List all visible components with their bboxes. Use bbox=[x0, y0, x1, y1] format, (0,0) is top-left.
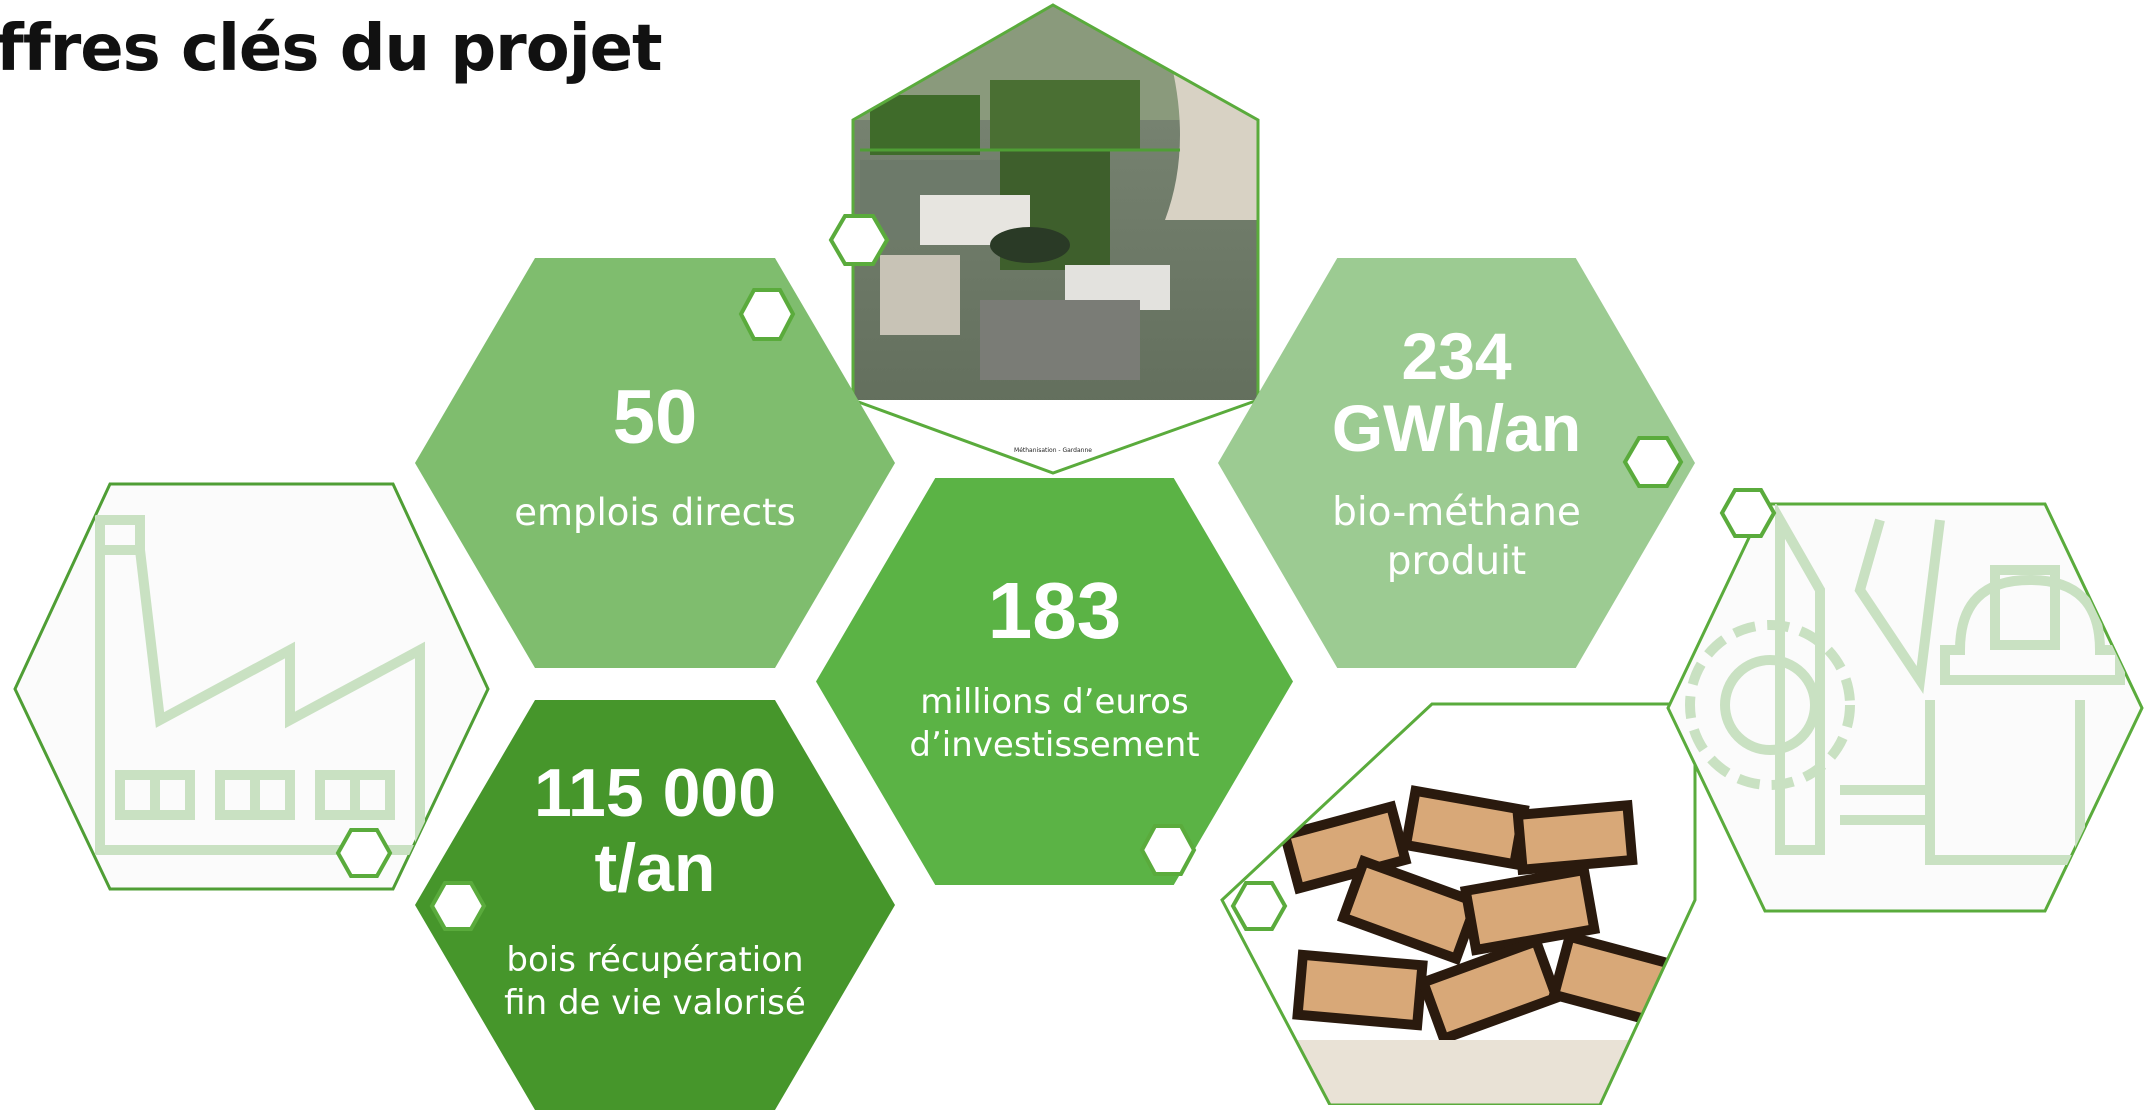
wood-pile-photo bbox=[1220, 702, 1697, 1105]
worker-safety-icon bbox=[1666, 502, 2144, 913]
stat-value-biomethane: 234 GWh/an bbox=[1331, 318, 1582, 466]
stat-label-biomethane: bio-méthane produit bbox=[1332, 489, 1581, 584]
factory-icon bbox=[13, 482, 490, 891]
stat-value-investissement: 183 bbox=[987, 566, 1122, 655]
stat-label-investissement: millions d’euros d’investissement bbox=[909, 682, 1200, 765]
stat-value-bois: 115 000 t/an bbox=[533, 754, 777, 906]
plant-caption: Méthanisation - Gardanne bbox=[1014, 447, 1092, 454]
stat-value-emplois: 50 bbox=[612, 375, 698, 461]
page-title: ffres clés du projet bbox=[0, 12, 663, 86]
stat-label-bois: bois récupération fin de vie valorisé bbox=[504, 940, 806, 1023]
stat-label-emplois: emplois directs bbox=[514, 490, 796, 534]
plant-photo: Méthanisation - Gardanne bbox=[851, 3, 1260, 475]
